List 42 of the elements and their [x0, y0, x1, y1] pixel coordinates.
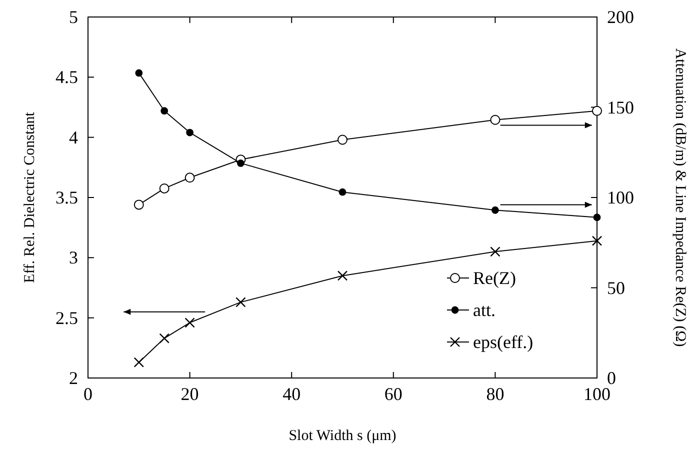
point	[593, 214, 601, 222]
y2-tick-label: 150	[607, 97, 634, 118]
point	[159, 183, 170, 194]
point	[135, 69, 143, 77]
point	[492, 206, 499, 214]
point	[186, 128, 194, 136]
x-tick-label: 80	[486, 384, 504, 404]
y-tick-label: 3.5	[56, 188, 78, 208]
y-tick-label: 3	[69, 248, 78, 268]
point	[159, 333, 170, 344]
y2-tick-label: 100	[607, 188, 634, 208]
point	[592, 236, 602, 246]
y2-tick-label: 200	[607, 7, 634, 27]
x-tick-label: 0	[84, 384, 92, 404]
y-axis-title: Eff. Rel. Dielectric Constant	[22, 111, 38, 283]
x-axis-title: Slot Width s (μm)	[288, 428, 396, 444]
point	[134, 357, 144, 368]
point	[592, 106, 602, 116]
legend-label: Re(Z)	[473, 268, 516, 288]
point	[134, 200, 144, 210]
legend-label: att.	[473, 300, 496, 320]
y-tick-label: 2	[69, 368, 78, 388]
point	[184, 318, 195, 328]
point	[490, 246, 500, 257]
point	[236, 297, 246, 308]
y-tick-label: 4.5	[56, 67, 78, 88]
point	[184, 172, 195, 183]
point	[237, 160, 244, 167]
point	[337, 270, 348, 281]
y2-axis-title: Attenuation (dB/m) & Line Impedance Re(Z) (Ω)	[672, 48, 688, 347]
x-tick-label: 60	[384, 384, 402, 404]
y-tick-label: 4	[69, 127, 78, 148]
y2-tick-label: 50	[607, 278, 625, 298]
legend-label: eps(eff.)	[473, 332, 534, 352]
x-tick-label: 40	[282, 384, 301, 404]
point	[160, 107, 168, 115]
x-tick-label: 20	[180, 384, 199, 404]
point	[338, 134, 348, 145]
point	[490, 114, 500, 125]
y-tick-label: 2.5	[56, 308, 78, 328]
point	[338, 188, 346, 196]
y-tick-label: 5	[69, 7, 78, 27]
